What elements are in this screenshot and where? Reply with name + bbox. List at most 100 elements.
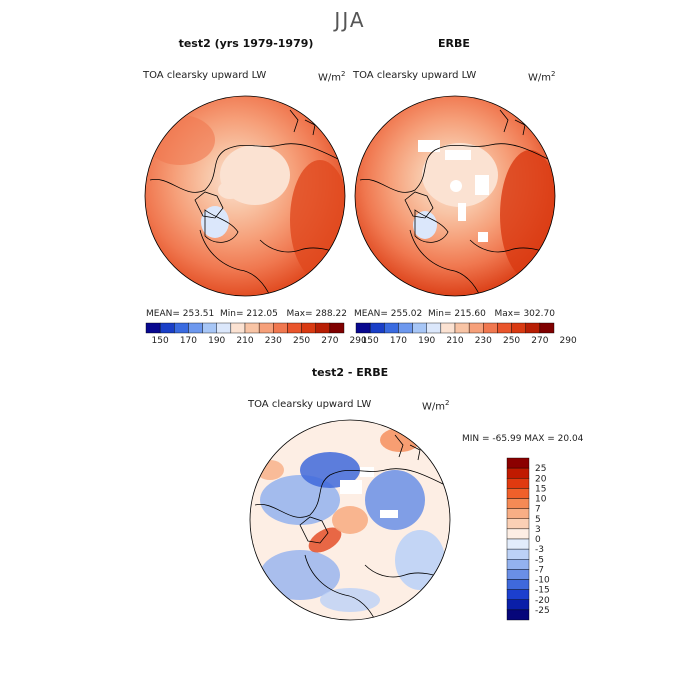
colorbar-tick-label: 210 <box>446 336 463 346</box>
colorbar-tick-label: 7 <box>535 505 541 515</box>
colorbar-swatch <box>440 322 456 334</box>
colorbar-swatch <box>258 322 274 334</box>
colorbar-swatch <box>506 518 530 530</box>
colorbar-tick-label: -15 <box>535 586 550 596</box>
colorbar-tick-label: 150 <box>152 336 169 346</box>
colorbar-tick-label: 170 <box>180 336 197 346</box>
panel-units-obs: W/m2 <box>528 70 556 84</box>
colorbar-swatch <box>506 548 530 560</box>
colorbar-swatch <box>315 322 331 334</box>
colorbar-swatch <box>506 488 530 499</box>
map-obs <box>354 95 556 297</box>
colorbar-model: 150 170 190 210 230 250 270 290 <box>145 322 367 346</box>
colorbar-swatch <box>369 322 385 334</box>
stats-mean: MEAN= 255.02 <box>354 309 423 319</box>
colorbar-swatch <box>506 599 530 611</box>
colorbar-tick-label: 20 <box>535 474 547 484</box>
colorbar-obs: 150 170 190 210 230 250 270 290 <box>355 322 577 346</box>
colorbar-tick-label: 230 <box>265 336 282 346</box>
colorbar-tick-label: 290 <box>560 336 577 346</box>
colorbar-swatch <box>412 322 427 334</box>
colorbar-swatch <box>287 322 302 334</box>
colorbar-swatch <box>273 322 288 334</box>
colorbar-swatch <box>384 322 399 334</box>
diff-panel-units: W/m2 <box>422 399 450 413</box>
colorbar-swatch <box>539 322 555 334</box>
colorbar-tick-label: 5 <box>535 515 541 525</box>
map-model <box>144 95 346 297</box>
colorbar-tick-label: 230 <box>475 336 492 346</box>
colorbar-tick-label: -25 <box>535 606 550 616</box>
colorbar-tick-label: 290 <box>350 336 367 346</box>
colorbar-swatch <box>188 322 203 334</box>
panel-title-obs: ERBE <box>438 37 470 50</box>
panel-variable-obs: TOA clearsky upward LW <box>353 70 477 81</box>
colorbar-tick-label: 250 <box>293 336 310 346</box>
colorbar-tick-label: 270 <box>531 336 548 346</box>
colorbar-tick-label: 150 <box>362 336 379 346</box>
colorbar-swatch <box>230 322 246 334</box>
stats-obs: MEAN= 255.02 Min= 215.60 Max= 302.70 <box>354 309 555 319</box>
colorbar-swatch <box>174 322 189 334</box>
diff-panel-variable: TOA clearsky upward LW <box>248 399 372 410</box>
colorbar-swatch <box>426 322 442 334</box>
season-title: JJA <box>334 8 366 32</box>
colorbar-swatch <box>506 579 530 590</box>
colorbar-swatch <box>506 508 530 519</box>
panel-variable-model: TOA clearsky upward LW <box>143 70 267 81</box>
colorbar-swatch <box>506 498 530 509</box>
stats-model: MEAN= 253.51 Min= 212.05 Max= 288.22 <box>146 309 347 319</box>
colorbar-tick-label: -5 <box>535 555 544 565</box>
colorbar-tick-label: 15 <box>535 484 546 494</box>
colorbar-swatch <box>506 589 530 600</box>
map-diff <box>249 419 451 621</box>
colorbar-swatch <box>506 457 530 469</box>
colorbar-swatch <box>506 609 530 621</box>
colorbar-swatch <box>355 322 371 334</box>
colorbar-tick-label: 170 <box>390 336 407 346</box>
colorbar-swatch <box>145 322 161 334</box>
colorbar-swatch <box>454 322 470 334</box>
colorbar-swatch <box>244 322 260 334</box>
stats-min: Min= 212.05 <box>219 309 278 319</box>
colorbar-tick-label: -3 <box>535 545 544 555</box>
colorbar-swatch <box>398 322 413 334</box>
colorbar-tick-label: 210 <box>236 336 253 346</box>
colorbar-swatch <box>506 538 530 550</box>
colorbar-tick-label: 190 <box>418 336 435 346</box>
stats-max: Max= 302.70 <box>494 309 555 319</box>
panel-units-model: W/m2 <box>318 70 346 84</box>
colorbar-tick-label: 190 <box>208 336 225 346</box>
panel-title-model: test2 (yrs 1979-1979) <box>178 37 314 50</box>
colorbar-tick-label: -7 <box>535 565 544 575</box>
stats-mean: MEAN= 253.51 <box>146 309 215 319</box>
diff-panel-title: test2 - ERBE <box>311 366 389 379</box>
stats-min: Min= 215.60 <box>427 309 486 319</box>
colorbar-tick-label: 10 <box>535 495 547 505</box>
stats-max: Max= 288.22 <box>286 309 347 319</box>
colorbar-tick-label: 25 <box>535 464 546 474</box>
colorbar-swatch <box>506 569 530 580</box>
colorbar-swatch <box>202 322 217 334</box>
colorbar-tick-label: 270 <box>321 336 338 346</box>
colorbar-swatch <box>511 322 526 334</box>
colorbar-swatch <box>301 322 316 334</box>
colorbar-tick-label: -20 <box>535 596 550 606</box>
colorbar-tick-label: 250 <box>503 336 520 346</box>
colorbar-swatch <box>159 322 175 334</box>
colorbar-swatch <box>329 322 345 334</box>
colorbar-swatch <box>506 559 530 570</box>
colorbar-swatch <box>506 528 530 540</box>
colorbar-swatch <box>506 467 530 479</box>
colorbar-tick-label: 0 <box>535 535 541 545</box>
colorbar-swatch <box>468 322 484 334</box>
colorbar-swatch <box>506 478 530 489</box>
diff-minmax: MIN = -65.99 MAX = 20.04 <box>462 434 584 444</box>
colorbar-tick-label: 3 <box>535 525 541 535</box>
colorbar-swatch <box>483 322 498 334</box>
colorbar-swatch <box>497 322 512 334</box>
colorbar-swatch <box>216 322 232 334</box>
colorbar-swatch <box>525 322 541 334</box>
